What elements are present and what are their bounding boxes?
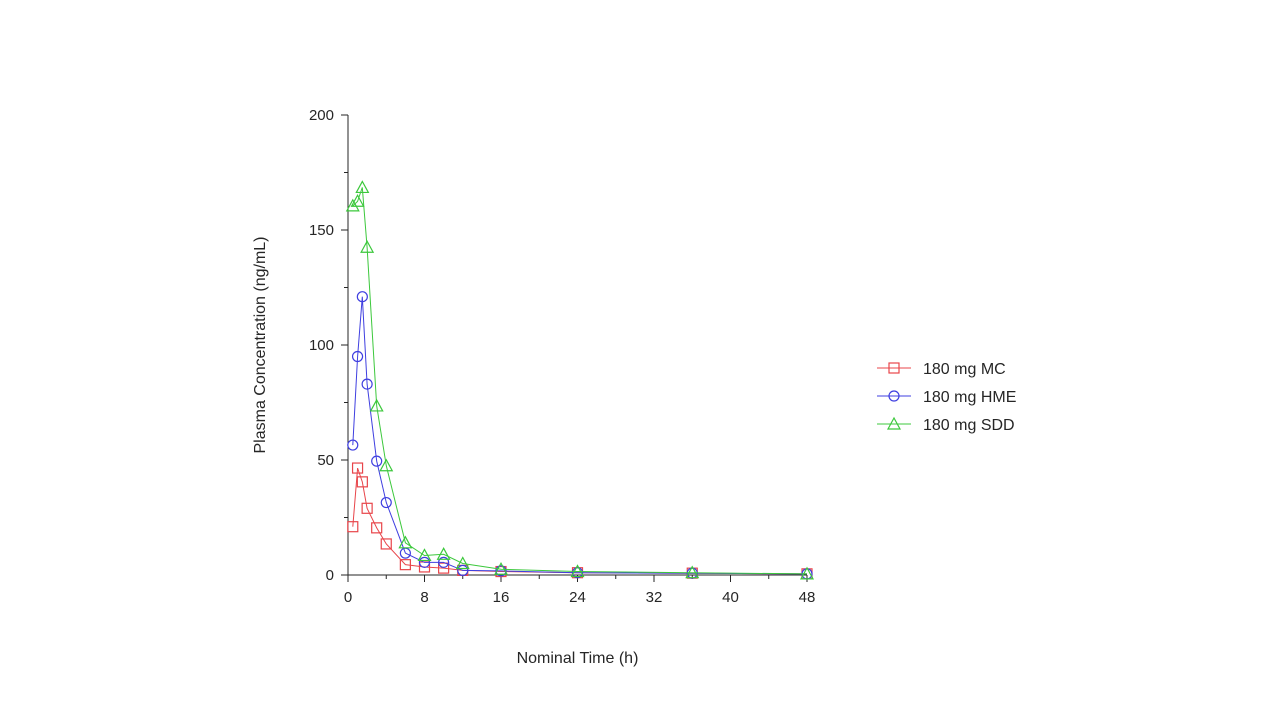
data-point <box>685 565 700 579</box>
y-tick-label: 50 <box>317 452 334 469</box>
data-point <box>455 556 470 570</box>
data-point <box>417 548 432 562</box>
data-point <box>356 291 368 303</box>
series-3 <box>345 180 815 580</box>
data-point <box>345 198 360 212</box>
data-point <box>438 556 450 568</box>
data-point <box>399 559 411 571</box>
data-point <box>355 180 370 194</box>
legend-label: 180 mg MC <box>923 361 1006 378</box>
x-axis-title: Nominal Time (h) <box>517 650 639 667</box>
y-tick-label: 200 <box>309 107 334 124</box>
data-point <box>379 458 394 472</box>
data-point <box>361 502 373 514</box>
data-point <box>571 567 584 579</box>
x-tick-label: 16 <box>493 589 510 606</box>
legend-marker <box>888 362 900 374</box>
legend: 180 mg MC 180 mg HME 180 mg SDD <box>877 361 1016 434</box>
y-tick-label: 0 <box>326 567 334 584</box>
data-point <box>347 439 359 451</box>
x-tick-label: 8 <box>420 589 428 606</box>
axes: 0 50 100 150 200 0 8 16 24 32 40 48 <box>309 107 815 606</box>
data-point <box>369 398 384 412</box>
x-tick-label: 48 <box>799 589 816 606</box>
data-point <box>351 350 364 363</box>
data-point <box>371 522 383 534</box>
y-tick-label: 100 <box>309 337 334 354</box>
legend-item: 180 mg MC <box>877 361 1006 378</box>
data-point <box>418 556 431 568</box>
data-point <box>371 455 383 467</box>
data-point <box>380 496 392 509</box>
data-point <box>347 521 359 533</box>
data-point <box>495 565 507 577</box>
legend-marker <box>886 416 902 430</box>
data-point <box>380 538 392 550</box>
legend-label: 180 mg SDD <box>923 417 1015 434</box>
data-point <box>350 193 365 207</box>
data-point <box>360 239 375 253</box>
y-tick-label: 150 <box>309 222 334 239</box>
data-point <box>457 564 469 577</box>
data-point <box>570 564 585 578</box>
legend-marker <box>888 390 900 402</box>
series-line <box>352 187 808 575</box>
x-tick-label: 40 <box>722 589 739 606</box>
data-point <box>351 462 364 474</box>
series-line <box>352 467 808 575</box>
legend-item: 180 mg HME <box>877 389 1016 406</box>
y-axis-title: Plasma Concentration (ng/mL) <box>252 237 269 454</box>
data-point <box>799 566 815 580</box>
legend-label: 180 mg HME <box>923 389 1016 406</box>
series-line <box>352 296 808 575</box>
data-point <box>438 562 450 574</box>
data-point <box>493 561 509 575</box>
x-tick-label: 0 <box>344 589 352 606</box>
data-point <box>398 535 413 549</box>
x-tick-label: 32 <box>646 589 663 606</box>
legend-item: 180 mg SDD <box>877 416 1015 434</box>
series-1 <box>347 462 813 580</box>
data-point <box>436 547 451 560</box>
x-tick-label: 24 <box>569 589 586 606</box>
data-point <box>356 476 368 488</box>
series-2 <box>347 291 813 580</box>
data-point <box>361 378 373 390</box>
plot-area <box>345 180 815 580</box>
